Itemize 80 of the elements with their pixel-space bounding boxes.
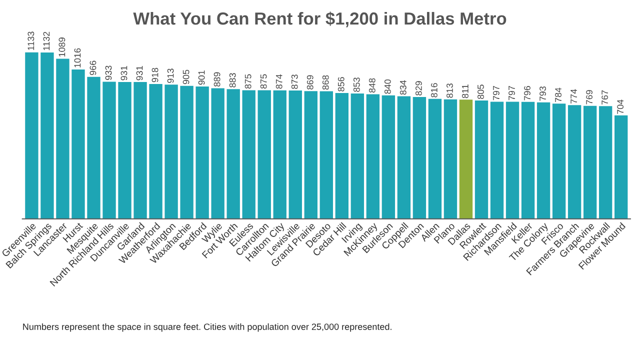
chart-title: What You Can Rent for $1,200 in Dallas Metro (133, 12, 506, 28)
data-label: 840 (384, 79, 391, 94)
data-label: 966 (90, 60, 96, 76)
data-label: 797 (493, 86, 500, 100)
bar (366, 94, 380, 219)
data-label: 848 (368, 78, 376, 93)
data-label: 875 (244, 74, 252, 89)
bar (552, 104, 566, 219)
data-label: 805 (478, 84, 484, 99)
bar (25, 52, 38, 219)
data-label: 704 (617, 100, 624, 114)
bar (180, 86, 194, 219)
bar (134, 82, 147, 219)
bar (196, 86, 209, 219)
bar (521, 102, 535, 219)
data-label: 901 (198, 70, 205, 85)
data-label: 811 (462, 84, 468, 98)
bar (320, 91, 333, 219)
data-label: 816 (431, 83, 438, 98)
bar (288, 90, 302, 219)
data-label: 918 (152, 68, 158, 82)
data-label: 875 (260, 74, 267, 89)
data-label: 931 (120, 66, 128, 80)
bar (40, 52, 54, 219)
data-label: 784 (555, 88, 562, 102)
bar (273, 90, 286, 219)
bar (56, 58, 70, 219)
data-label: 829 (415, 81, 422, 96)
bar (428, 98, 442, 219)
data-label: 1016 (74, 48, 81, 68)
data-label: 1089 (58, 38, 66, 57)
bar (490, 102, 504, 219)
bar (258, 90, 271, 219)
data-label: 774 (570, 89, 577, 104)
data-label: 834 (400, 80, 406, 95)
bar (474, 100, 488, 219)
bar (506, 102, 520, 219)
bar (568, 105, 582, 219)
data-label: 889 (214, 72, 220, 87)
data-label: 797 (508, 86, 515, 100)
data-label: 868 (322, 75, 329, 90)
bar (459, 100, 473, 219)
bar (598, 106, 612, 219)
data-label: 869 (306, 75, 314, 90)
bar (118, 82, 132, 219)
bar (583, 106, 597, 219)
bar (614, 115, 628, 219)
bar (335, 93, 348, 219)
data-label: 933 (105, 66, 112, 80)
bar (102, 82, 116, 219)
data-label: 813 (446, 84, 453, 98)
data-label: 796 (524, 86, 530, 100)
bar (382, 95, 396, 219)
bar (72, 70, 85, 219)
data-label: 913 (167, 68, 174, 83)
bar (412, 97, 426, 219)
data-label: 883 (229, 73, 236, 88)
data-label: 905 (182, 70, 190, 84)
data-label: 873 (291, 74, 298, 89)
bar (149, 84, 162, 219)
bar (226, 89, 240, 219)
data-label: 874 (276, 74, 282, 89)
bar (350, 94, 364, 219)
bar (444, 99, 458, 219)
data-label: 793 (540, 86, 546, 101)
bar (397, 96, 411, 219)
text: Numbers represent the space in square feet. Cities with population over 25,000 represented. (23, 323, 392, 332)
data-label: 767 (602, 90, 608, 105)
data-label: 769 (586, 90, 592, 104)
data-label: 931 (136, 66, 143, 80)
bar (164, 84, 178, 219)
data-label: 853 (353, 78, 360, 92)
bar (242, 90, 256, 219)
data-label: 1132 (43, 32, 50, 50)
data-label: 856 (338, 77, 344, 92)
bar (211, 88, 224, 219)
data-label: 1133 (28, 32, 34, 50)
bar (536, 102, 550, 219)
bar (304, 91, 318, 219)
bar (87, 76, 100, 219)
